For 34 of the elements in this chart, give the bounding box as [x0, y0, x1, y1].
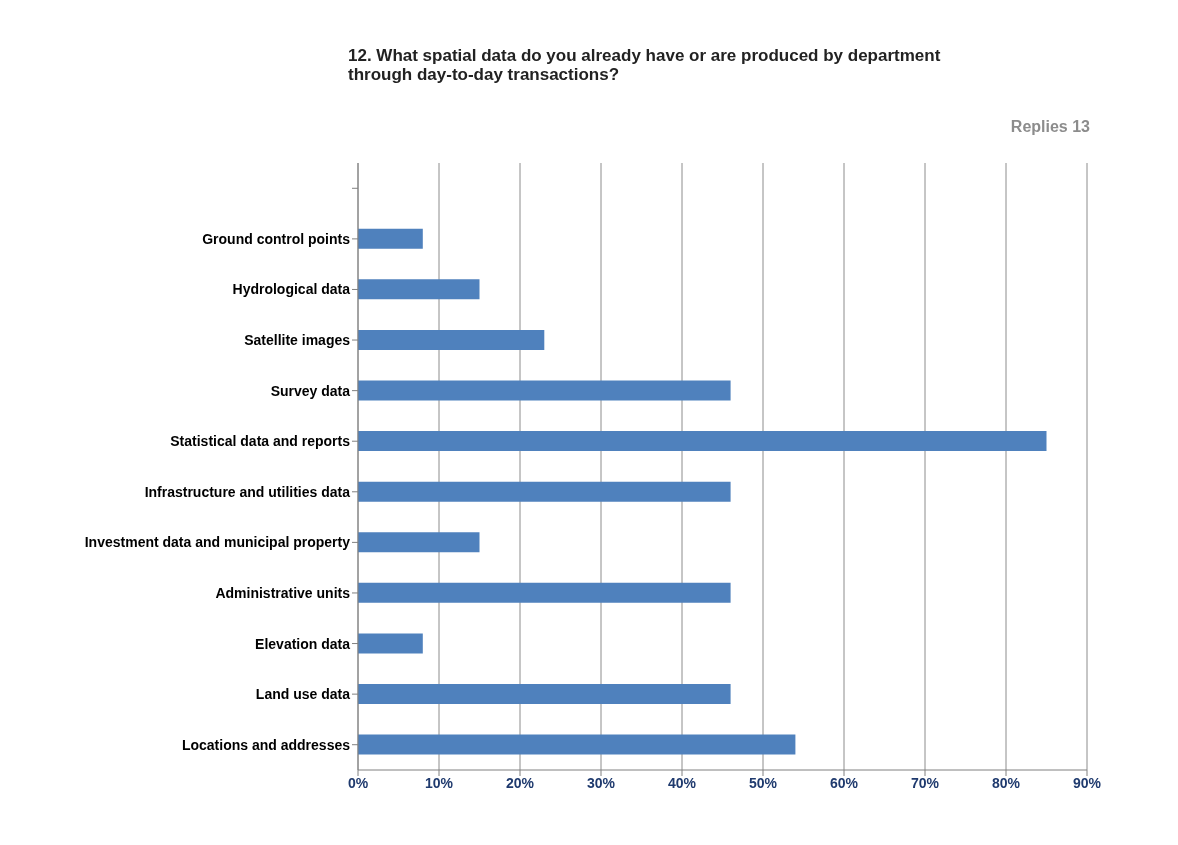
y-tick-label: Satellite images: [244, 332, 351, 349]
x-tick-label: 10%: [424, 774, 454, 791]
bar: [358, 633, 423, 654]
x-tick-label: 0%: [347, 774, 369, 791]
x-tick-label: 80%: [991, 774, 1021, 791]
y-tick-label: Administrative units: [215, 584, 351, 601]
bar: [358, 380, 731, 401]
x-tick-label: 60%: [829, 774, 859, 791]
x-tick-label: 50%: [748, 774, 778, 791]
x-tick-label: 40%: [667, 774, 697, 791]
y-tick-label: Statistical data and reports: [170, 433, 351, 450]
bar: [358, 228, 423, 249]
bar: [358, 329, 545, 350]
x-tick-label: 70%: [910, 774, 940, 791]
chart-title: 12. What spatial data do you already have or are produced by department through day-to-day transactions?: [348, 46, 942, 84]
bar: [358, 582, 731, 603]
y-tick-label: Land use data: [255, 686, 351, 703]
y-tick-label: Ground control points: [202, 230, 351, 247]
bar: [358, 532, 480, 553]
y-tick-label: Hydrological data: [232, 281, 351, 298]
y-tick-label: Investment data and municipal property: [84, 534, 351, 551]
bar: [358, 734, 796, 755]
bar: [358, 279, 480, 300]
x-tick-label: 30%: [586, 774, 616, 791]
bar: [358, 431, 1047, 452]
y-tick-label: Locations and addresses: [181, 736, 351, 753]
x-tick-label: 20%: [505, 774, 535, 791]
y-tick-label: Elevation data: [255, 635, 351, 652]
text: Replies 13: [1010, 118, 1090, 136]
y-tick-label: Survey data: [270, 382, 351, 399]
y-tick-label: Infrastructure and utilities data: [144, 483, 351, 500]
x-tick-label: 90%: [1072, 774, 1102, 791]
bar: [358, 684, 731, 705]
bar: [358, 481, 731, 502]
